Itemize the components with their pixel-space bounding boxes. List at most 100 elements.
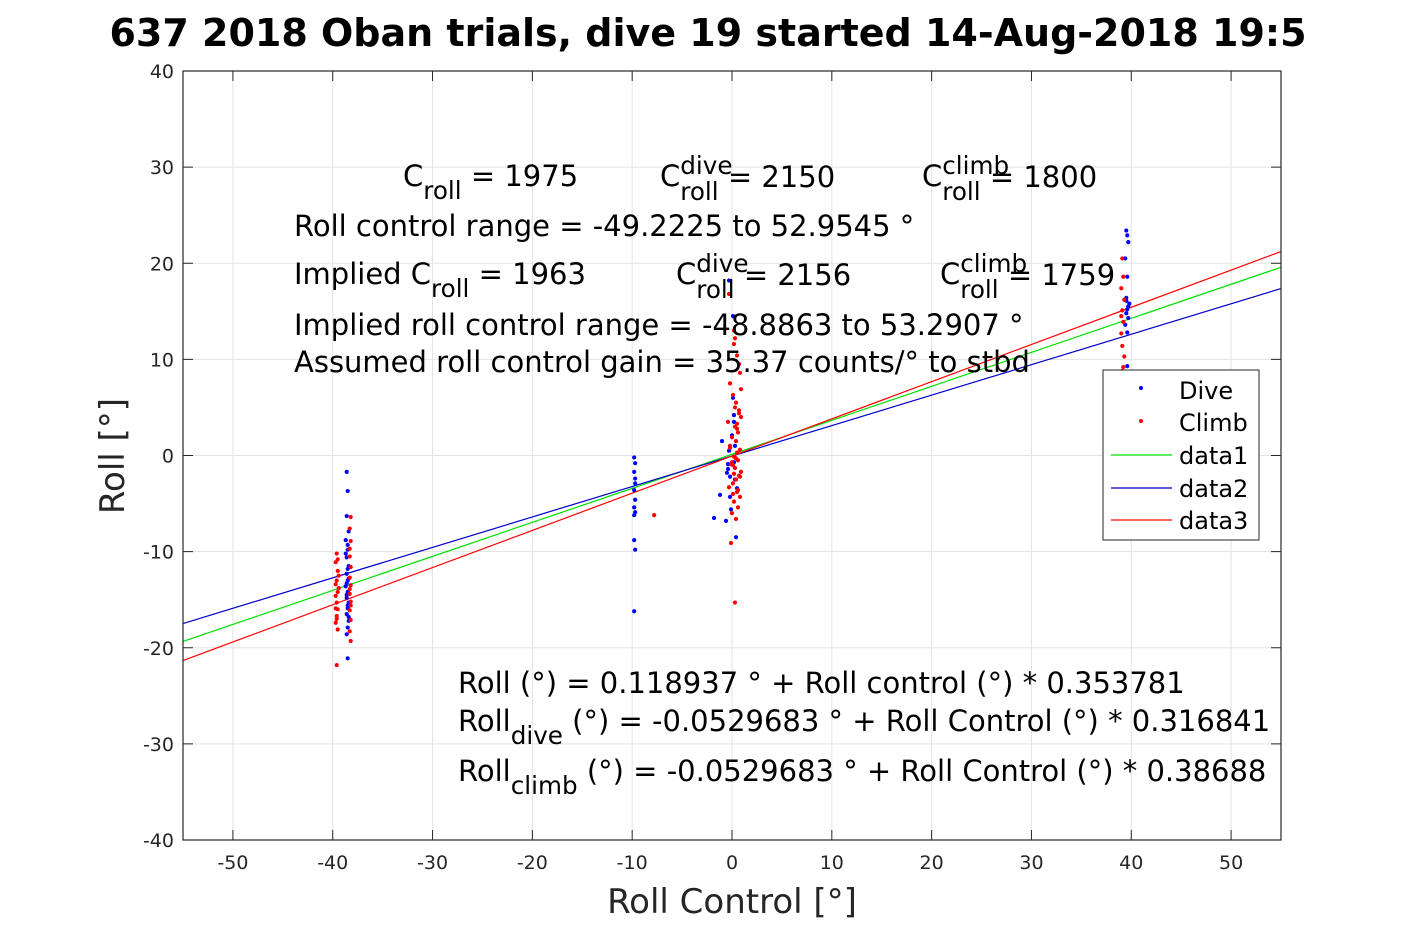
annotation-implied-c-roll-climb-part: climb <box>960 249 1027 278</box>
dive-point <box>632 537 637 543</box>
annotation-fit-all-part: Roll (°) = 0.118937 ° + Roll control (°)… <box>458 666 1185 700</box>
climb-point <box>737 370 743 375</box>
dive-point <box>345 625 350 630</box>
climb-point <box>726 485 732 490</box>
climb-point <box>732 405 738 410</box>
annotation-c-roll-climb-part: = 1800 <box>981 160 1098 194</box>
annotation-implied-c-roll-dive-part: dive <box>696 249 748 278</box>
climb-point <box>730 491 736 497</box>
dive-point <box>345 566 350 572</box>
dive-point <box>632 609 637 614</box>
annotation-c-roll-part: roll <box>423 176 461 205</box>
annotations: Croll = 1975 Cdive roll = 2150 Cclimb roll =… <box>294 151 1270 800</box>
climb-point <box>348 599 353 604</box>
annotation-c-roll-climb: Cclimb roll = 1800 <box>922 151 1097 206</box>
climb-point <box>348 564 353 570</box>
annotation-implied-range: Implied roll control range = -48.8863 to… <box>294 308 1024 342</box>
dive-point <box>632 505 637 510</box>
climb-point <box>733 477 739 482</box>
climb-point <box>731 499 737 504</box>
dive-point <box>633 497 638 502</box>
climb-point <box>347 608 352 613</box>
dive-point <box>711 515 717 521</box>
climb-point <box>727 381 733 386</box>
x-axis-label: Roll Control [°] <box>607 882 857 922</box>
dive-point <box>730 395 736 400</box>
climb-point <box>735 505 741 510</box>
dive-point <box>344 595 349 600</box>
annotation-implied-c-roll-dive-part: C <box>676 257 696 291</box>
climb-point <box>727 445 733 450</box>
dive-point <box>1124 311 1129 316</box>
dive-point <box>344 632 349 637</box>
climb-point <box>333 582 338 587</box>
dive-point <box>1125 274 1130 279</box>
annotation-implied-c-roll-part: Implied C <box>294 257 431 291</box>
dive-point <box>1126 304 1131 309</box>
y-tick-label: 30 <box>150 157 174 179</box>
climb-point <box>334 613 339 619</box>
x-tick-label: -30 <box>417 852 448 874</box>
annotation-fit-dive: Rolldive (°) = -0.0529683 ° + Roll Contr… <box>458 704 1270 750</box>
annotation-implied-c-roll: Implied Croll = 1963 <box>294 257 586 303</box>
dive-point <box>725 466 731 472</box>
climb-point <box>734 353 740 358</box>
dive-point <box>727 474 733 479</box>
climb-point <box>733 516 739 522</box>
climb-point <box>1122 354 1127 359</box>
climb-point <box>333 620 338 625</box>
climb-point <box>347 629 352 634</box>
dive-point <box>1125 330 1130 335</box>
climb-point <box>347 591 352 597</box>
climb-point <box>348 617 353 622</box>
climb-point <box>735 430 741 435</box>
climb-point <box>733 438 739 444</box>
annotation-implied-c-roll-dive: Cdive roll = 2156 <box>676 249 851 304</box>
dive-point <box>343 537 348 543</box>
climb-point <box>348 514 353 520</box>
dive-point <box>725 462 731 467</box>
climb-point <box>1119 286 1124 291</box>
climb-point <box>736 411 742 416</box>
climb-point <box>336 573 341 578</box>
climb-point <box>730 392 736 398</box>
dive-point <box>345 603 350 608</box>
dive-point <box>632 455 637 460</box>
dive-point <box>1123 256 1128 261</box>
climb-point <box>347 554 352 559</box>
dive-point <box>1124 228 1129 233</box>
annotation-implied-c-roll-climb-part: C <box>940 257 960 291</box>
dive-point <box>732 443 738 448</box>
climb-point <box>333 606 338 611</box>
climb-point <box>738 414 744 420</box>
climb-point <box>734 426 740 431</box>
dive-point <box>344 469 349 474</box>
data-points <box>333 228 1132 668</box>
climb-point <box>334 551 339 556</box>
legend-marker-climb <box>1139 419 1143 423</box>
climb-point <box>1120 256 1125 261</box>
climb-point <box>347 526 352 531</box>
climb-point <box>348 538 353 544</box>
x-tick-label: -50 <box>217 852 248 874</box>
climb-point <box>735 488 741 493</box>
climb-point <box>334 578 339 583</box>
annotation-fit-dive-part: (°) = -0.0529683 ° + Roll Control (°) * … <box>563 704 1270 738</box>
x-tick-label: 10 <box>820 852 844 874</box>
x-tick-label: -20 <box>517 852 548 874</box>
climb-point <box>733 400 739 405</box>
annotation-assumed-gain: Assumed roll control gain = 35.37 counts… <box>294 345 1030 379</box>
climb-point <box>333 593 338 598</box>
axis-ticks: -50 -40 -30 -20 -10 0 10 20 30 40 50 -40 -30 -20 -10 0 1… <box>143 61 1281 874</box>
climb-point <box>335 557 340 562</box>
legend-label-climb: Climb <box>1179 409 1248 437</box>
annotation-fit-climb-part: Roll <box>458 754 511 788</box>
legend-label-dive: Dive <box>1179 377 1233 405</box>
legend-label-data1: data1 <box>1179 442 1248 470</box>
x-tick-label: -40 <box>317 852 348 874</box>
dive-point <box>345 542 350 547</box>
dive-point <box>633 547 638 552</box>
climb-point <box>1119 314 1124 319</box>
dive-point <box>724 470 730 475</box>
annotation-c-roll-climb-part: C <box>922 159 942 193</box>
